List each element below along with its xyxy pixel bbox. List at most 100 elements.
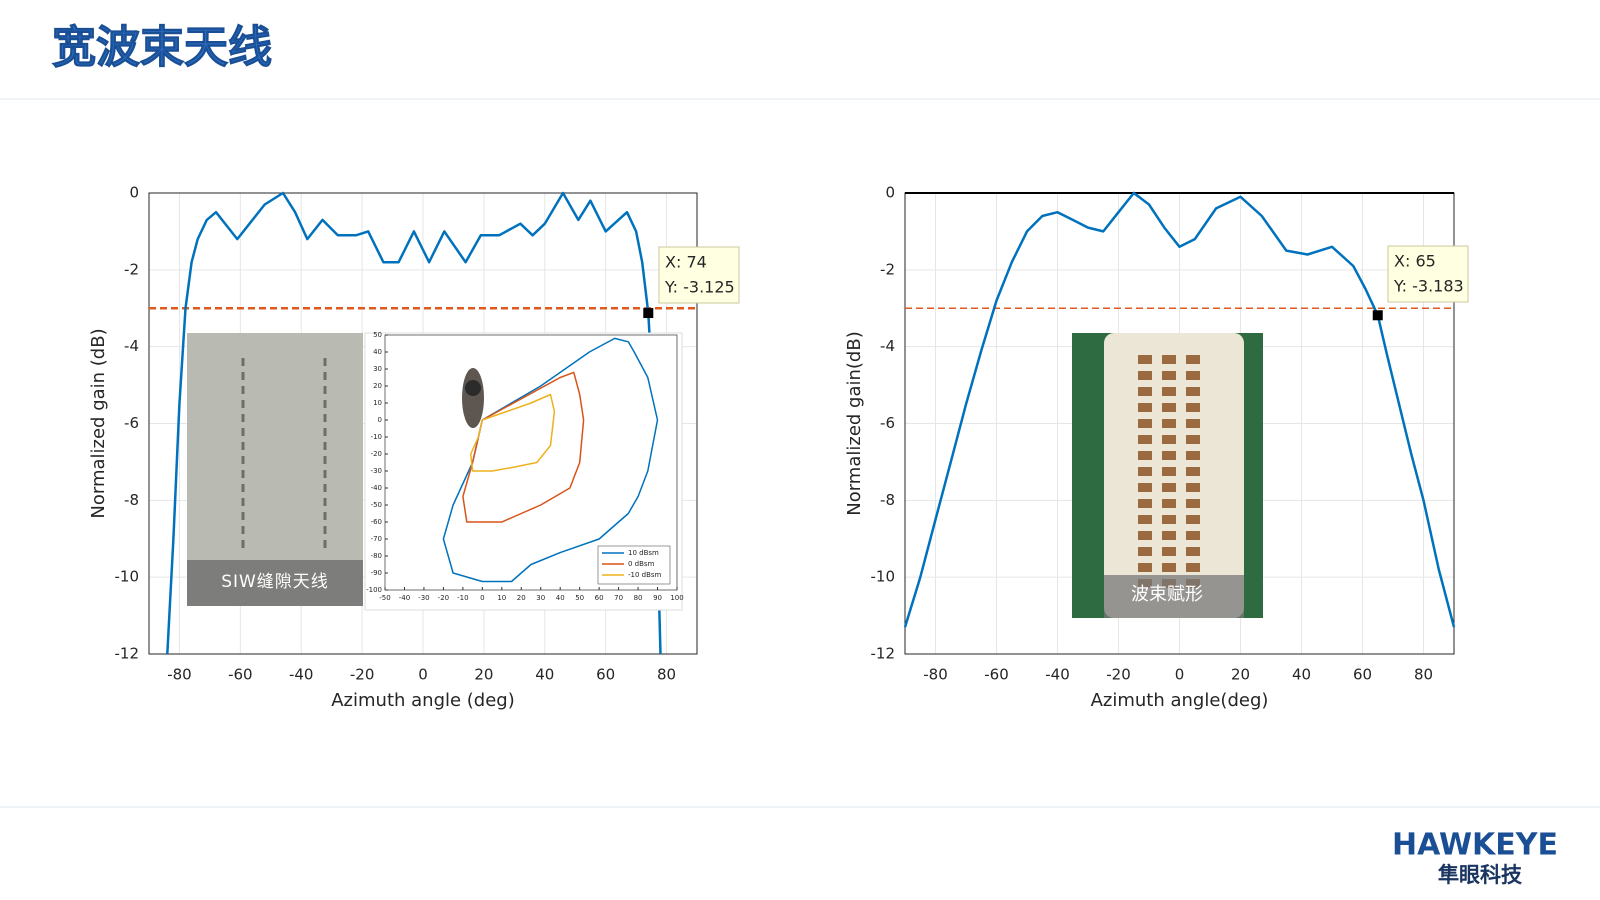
photo-slot [323,428,327,436]
photo-caption-band [1104,575,1244,618]
x-tick-label: 80 [657,666,676,684]
x-tick-label: 80 [634,594,643,602]
datatip-box [658,246,740,304]
y-tick-label: -12 [871,645,896,663]
photo-slot [323,414,327,422]
photo-slot [241,484,245,492]
photo-slot [323,400,327,408]
x-tick-label: 40 [556,594,565,602]
photo-caption: 波束赋形 [1131,584,1203,605]
x-tick-label: 40 [535,666,554,684]
x-tick-label: -80 [167,666,192,684]
datatip-label: X: 65 [1394,252,1436,271]
x-tick-label: 60 [596,666,615,684]
y-tick-label: -2 [880,260,895,278]
y-axis-label: Normalized gain (dB) [88,328,109,518]
datatip-label: Y: -3.183 [1393,277,1464,296]
photo-slot [323,456,327,464]
legend-label: 0 dBsm [628,560,655,568]
y-tick-label: -8 [880,491,895,509]
y-tick-label: -40 [371,484,382,492]
y-tick-label: -4 [880,337,895,355]
logo-brand: HAWKEYE [1392,828,1558,863]
slide-title: 宽波束天线 [52,22,272,73]
y-tick-label: -6 [124,414,139,432]
photo-patch [1162,515,1176,524]
x-tick-label: -30 [418,594,429,602]
photo-patch [1138,467,1152,476]
inset-axes [384,334,678,591]
photo-slot [241,512,245,520]
photo-patch [1138,451,1152,460]
photo-caption-band [187,560,363,606]
photo-patch [1138,515,1152,524]
photo-patch [1138,371,1152,380]
x-tick-label: -80 [923,666,948,684]
x-tick-label: -20 [1106,666,1131,684]
y-tick-label: -60 [371,518,382,526]
photo-patch [1186,435,1200,444]
photo-patch [1186,371,1200,380]
photo-patch [1138,435,1152,444]
photo-patch [1186,483,1200,492]
photo-patch [1162,499,1176,508]
datatip-label: Y: -3.125 [664,278,735,297]
x-tick-label: 0 [1175,666,1185,684]
x-tick-label: 60 [1353,666,1372,684]
photo-patch [1138,355,1152,364]
photo-slot [241,414,245,422]
y-tick-label: -12 [115,645,140,663]
x-tick-label: -40 [399,594,410,602]
photo-patch [1138,531,1152,540]
x-tick-label: 40 [1292,666,1311,684]
y-axis-label: Normalized gain(dB) [844,331,865,515]
y-tick-label: -10 [371,433,382,441]
photo-patch [1162,355,1176,364]
photo-slot [323,442,327,450]
y-tick-label: -6 [880,414,895,432]
x-tick-label: -20 [438,594,449,602]
y-tick-label: 30 [373,365,382,373]
y-tick-label: -10 [871,568,896,586]
y-tick-label: 10 [373,399,382,407]
gain-curve [903,191,1456,628]
y-tick-label: -50 [371,501,382,509]
y-tick-label: -90 [371,569,382,577]
x-tick-label: -40 [1045,666,1070,684]
x-tick-label: 20 [1231,666,1250,684]
y-tick-label: -2 [124,260,139,278]
photo-slot [241,456,245,464]
x-tick-label: 90 [653,594,662,602]
photo-slot [323,358,327,366]
photo-patch [1162,371,1176,380]
range-curve [442,337,659,583]
photo-patch [1186,355,1200,364]
photo-patch [1162,483,1176,492]
x-tick-label: -60 [228,666,253,684]
x-tick-label: 60 [595,594,604,602]
photo-slot [241,442,245,450]
photo-patch [1138,419,1152,428]
y-tick-label: -4 [124,337,139,355]
photo-patch [1162,547,1176,556]
x-tick-label: 70 [614,594,623,602]
photo-patch [1138,547,1152,556]
photo-slot [241,358,245,366]
photo-patch [1162,435,1176,444]
y-tick-label: 20 [373,382,382,390]
photo-patch [1186,451,1200,460]
photo-patch [1186,499,1200,508]
x-tick-label: -50 [379,594,390,602]
range-curve [462,371,585,523]
photo-slot [241,526,245,534]
photo-patch [1138,403,1152,412]
photo-patch [1162,467,1176,476]
photo-patch [1186,387,1200,396]
gain-curve [166,191,662,655]
photo-patch [1162,387,1176,396]
photo-slot [241,372,245,380]
legend-label: -10 dBsm [628,571,662,579]
photo-patch [1186,467,1200,476]
car-window [465,380,481,396]
